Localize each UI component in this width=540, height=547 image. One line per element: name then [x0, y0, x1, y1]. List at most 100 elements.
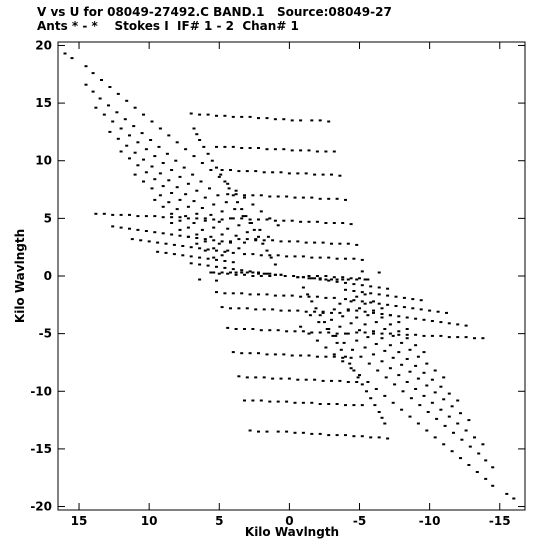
uv-point	[318, 119, 322, 122]
uv-point	[167, 179, 171, 182]
uv-point	[262, 171, 266, 174]
uv-point	[408, 370, 412, 373]
uv-point	[265, 353, 269, 356]
uv-point	[310, 119, 314, 122]
uv-point	[318, 277, 322, 280]
uv-point	[307, 354, 311, 357]
uv-point	[352, 435, 356, 438]
uv-point	[373, 404, 377, 407]
uv-point	[306, 293, 310, 296]
uv-point	[341, 315, 345, 318]
uv-point	[209, 271, 213, 274]
uv-point	[178, 234, 182, 237]
uv-point	[301, 286, 305, 289]
uv-point	[352, 299, 356, 302]
uv-point	[189, 262, 193, 265]
uv-point	[234, 193, 238, 196]
uv-point	[491, 466, 495, 469]
uv-point	[273, 353, 277, 356]
uv-point	[245, 170, 249, 173]
uv-point	[161, 216, 165, 219]
uv-point	[380, 307, 384, 310]
uv-point	[175, 208, 179, 211]
uv-point	[335, 341, 339, 344]
uv-point	[388, 314, 392, 317]
uv-point	[324, 222, 328, 224]
uv-point	[195, 233, 199, 236]
uv-point	[397, 333, 401, 336]
uv-point	[200, 207, 204, 209]
uv-point	[98, 97, 102, 100]
uv-point	[243, 399, 246, 402]
uv-point	[269, 256, 273, 259]
uv-point	[125, 99, 129, 102]
uv-point	[360, 258, 364, 261]
uv-point	[184, 193, 188, 196]
uv-point	[330, 278, 333, 281]
uv-point	[116, 137, 120, 140]
uv-point	[355, 316, 359, 319]
uv-point	[352, 257, 356, 260]
y-axis-title: Kilo Wavlngth	[13, 229, 27, 323]
uv-point	[321, 379, 325, 382]
uv-point	[433, 391, 437, 394]
uv-point	[248, 218, 252, 221]
uv-point	[335, 332, 339, 335]
uv-point	[324, 150, 328, 153]
uv-point	[331, 334, 335, 337]
uv-point	[259, 275, 263, 277]
uv-point	[251, 275, 255, 277]
uv-point	[268, 195, 272, 198]
uv-point	[363, 302, 367, 305]
x-tick-label: 5	[215, 514, 223, 528]
uv-point	[416, 377, 420, 380]
uv-point	[265, 272, 269, 275]
uv-point	[460, 438, 464, 441]
uv-point	[212, 226, 216, 229]
uv-point	[327, 256, 331, 259]
uv-point	[318, 314, 322, 317]
uv-point	[184, 215, 188, 218]
uv-point	[380, 316, 384, 319]
uv-point	[400, 408, 404, 411]
uv-point	[313, 241, 317, 244]
uv-point	[315, 150, 319, 153]
uv-point	[102, 113, 106, 116]
uv-point	[223, 292, 227, 295]
uv-point	[315, 295, 319, 298]
uv-point	[377, 302, 381, 305]
uv-point	[330, 242, 333, 245]
uv-point	[231, 251, 235, 254]
uv-point	[271, 239, 275, 242]
uv-point	[363, 310, 367, 313]
uv-point	[161, 232, 165, 235]
uv-point	[338, 302, 342, 305]
uv-point	[226, 193, 230, 196]
uv-point	[422, 318, 426, 321]
uv-point	[94, 106, 98, 109]
uv-point	[397, 374, 401, 377]
uv-point	[265, 293, 269, 296]
uv-point	[416, 355, 420, 358]
uv-point	[175, 186, 179, 189]
uv-point	[349, 322, 353, 325]
uv-point	[254, 239, 258, 242]
uv-point	[380, 313, 384, 315]
uv-point	[257, 272, 260, 275]
uv-point	[251, 253, 255, 256]
y-tick-label: 20	[35, 38, 52, 52]
uv-point	[452, 431, 455, 434]
uv-point	[240, 271, 244, 274]
uv-point	[372, 332, 375, 335]
uv-point	[344, 198, 347, 201]
uv-point	[268, 254, 272, 257]
uv-point	[189, 255, 193, 258]
uv-point	[299, 295, 303, 298]
uv-point	[301, 196, 305, 199]
uv-point	[217, 220, 221, 223]
uv-point	[341, 276, 345, 279]
uv-point	[360, 291, 364, 294]
uv-point	[273, 118, 277, 121]
uv-point	[447, 415, 451, 418]
uv-point	[178, 175, 182, 178]
